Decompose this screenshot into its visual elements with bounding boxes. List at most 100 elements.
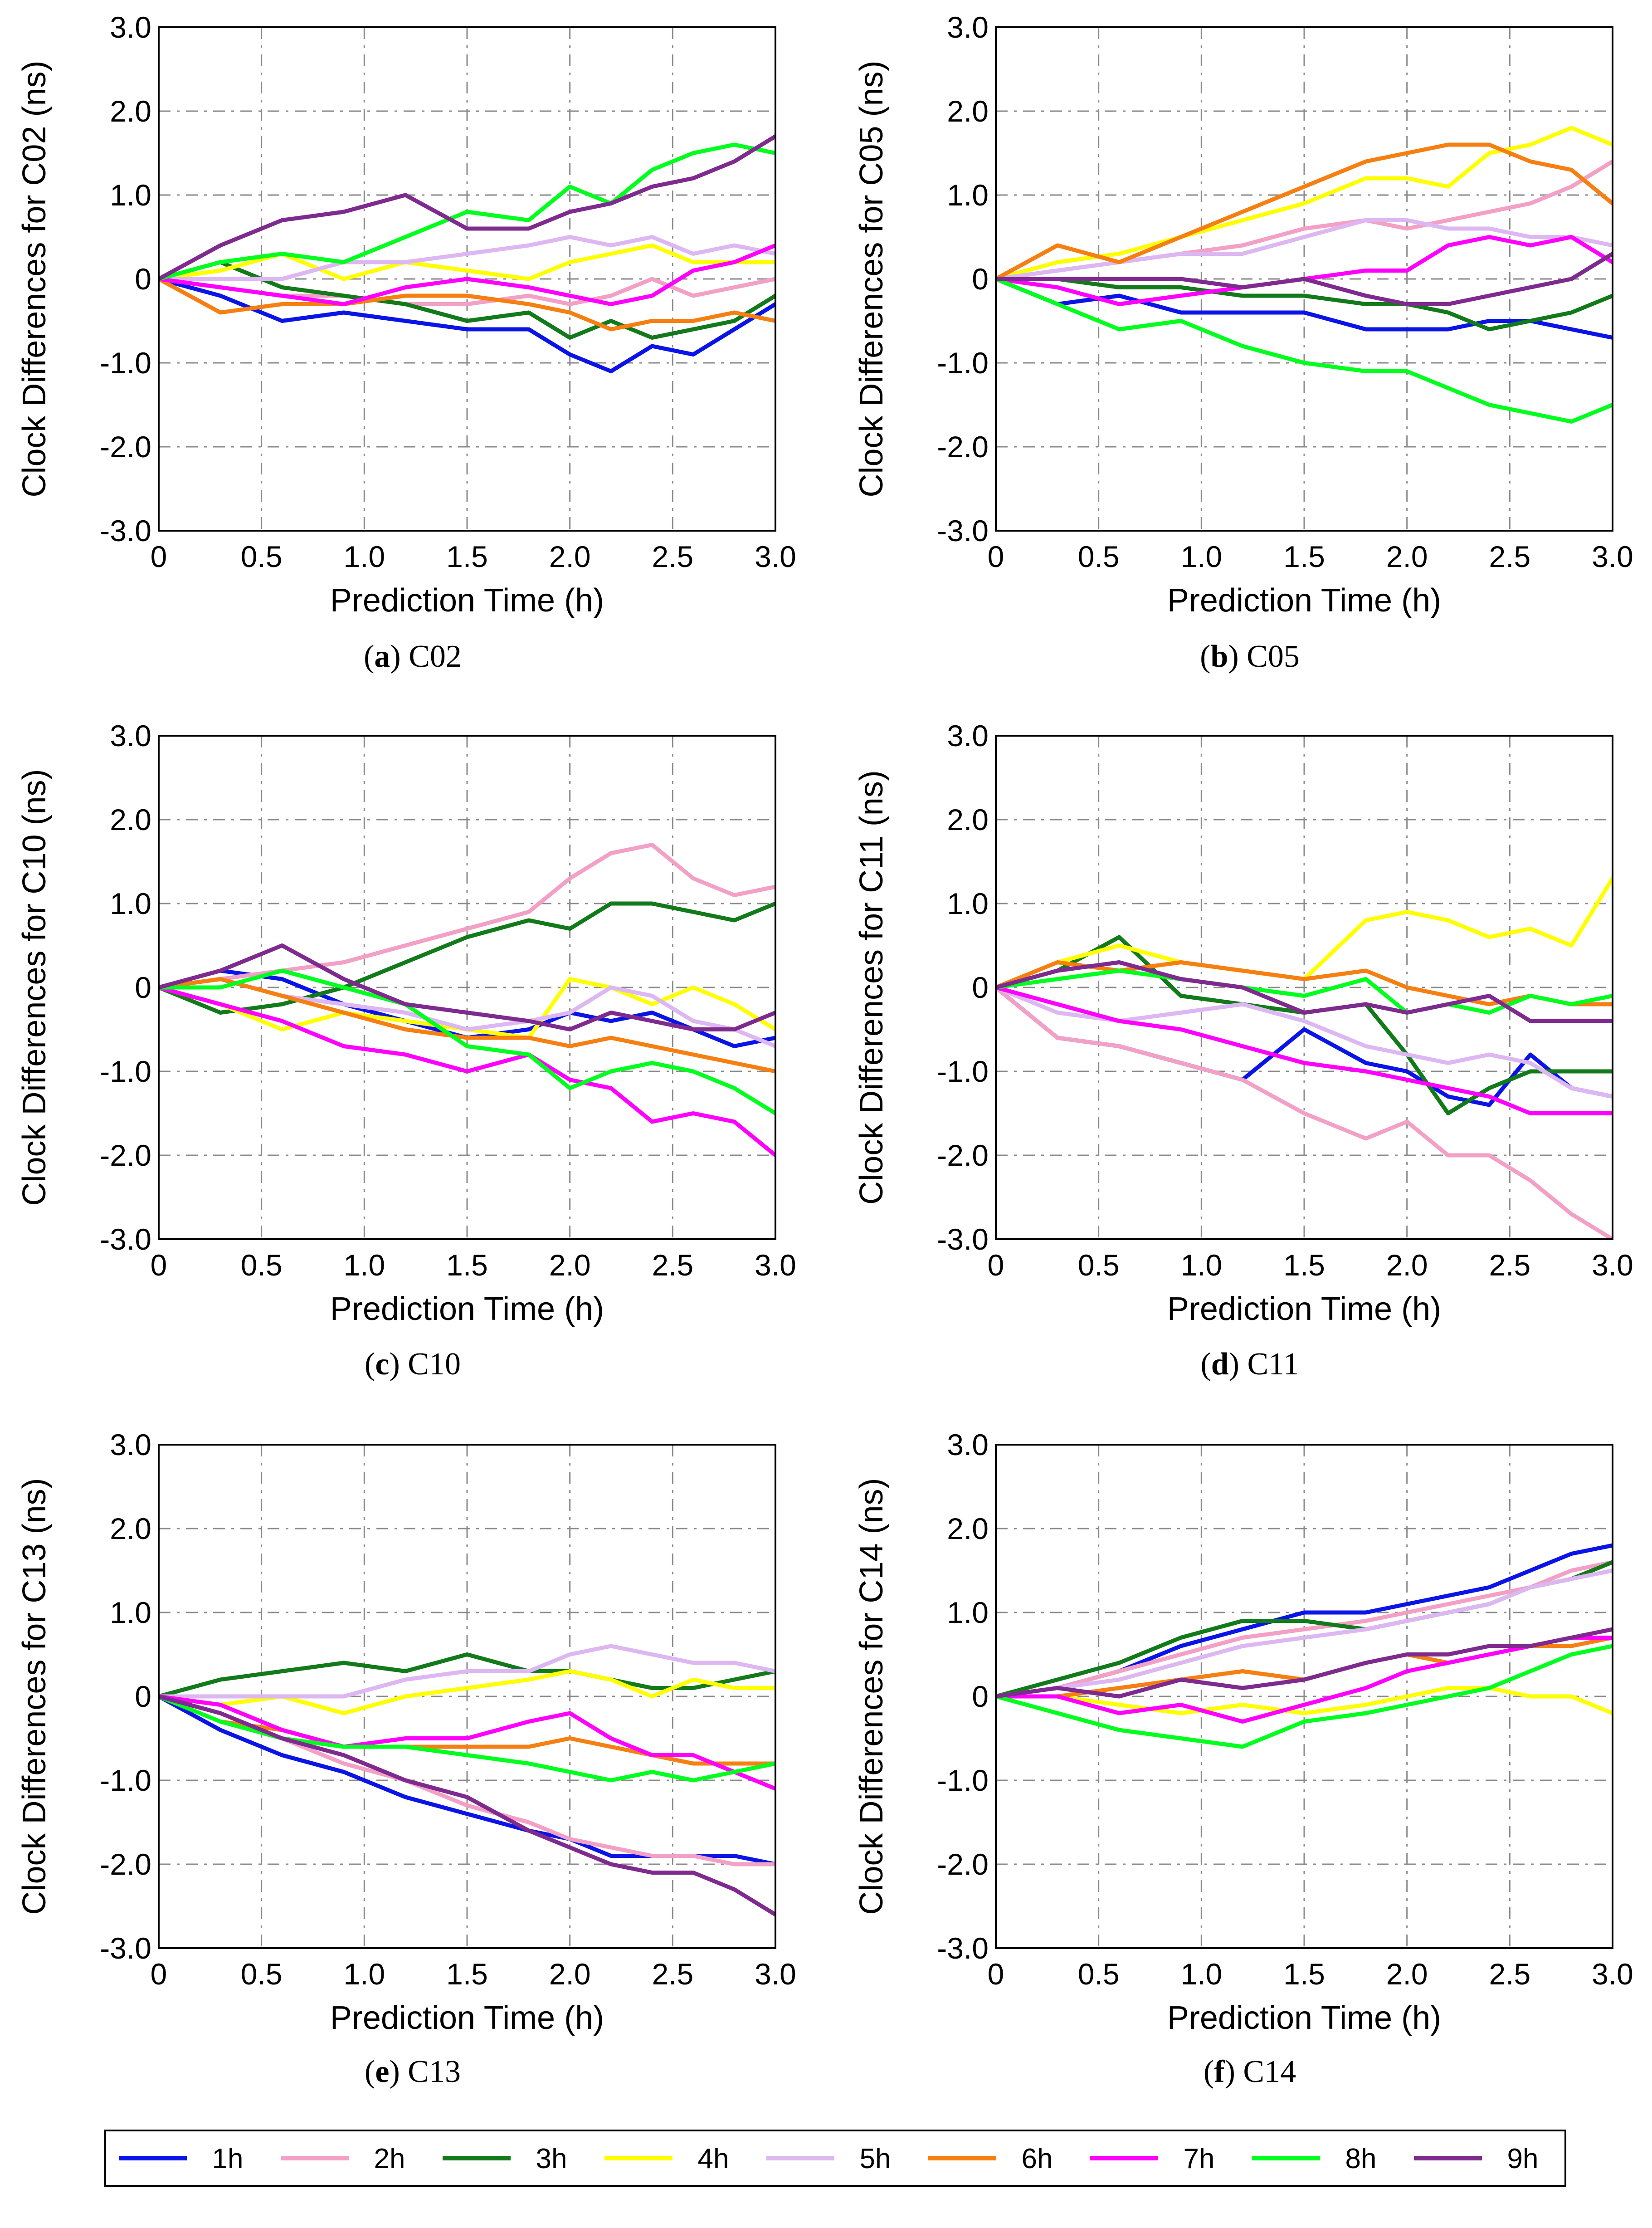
- x-tick-label: 3.0: [1592, 1248, 1633, 1282]
- series-line-7h: [159, 243, 775, 306]
- x-tick-label: 2.0: [1386, 1957, 1428, 1991]
- y-tick-label: -2.0: [937, 1847, 989, 1881]
- x-tick-label: 0: [988, 1248, 1004, 1282]
- series-line-3h: [159, 260, 775, 340]
- panel-caption: (a) C02: [364, 639, 462, 674]
- y-tick-label: 1.0: [947, 887, 989, 920]
- y-tick-label: -1.0: [937, 346, 989, 380]
- y-tick-label: 1.0: [110, 178, 151, 212]
- x-axis-label: Prediction Time (h): [330, 2000, 604, 2036]
- x-tick-label: 0: [988, 540, 1004, 573]
- y-tick-label: -3.0: [937, 1222, 989, 1256]
- y-tick-label: -1.0: [100, 1055, 151, 1088]
- y-axis-label: Clock Differences for C02 (ns): [16, 61, 53, 498]
- series-line-5h: [159, 1644, 775, 1699]
- legend: 1h 2h 3h 4h 5h 6h 7h 8h 9h: [104, 2130, 1566, 2187]
- y-tick-label: 0: [135, 1680, 151, 1713]
- y-tick-label: -1.0: [100, 1764, 151, 1797]
- panel-caption: (c) C10: [365, 1347, 461, 1382]
- series-line-3h: [159, 901, 775, 1015]
- x-tick-label: 0.5: [1078, 1957, 1120, 1991]
- x-tick-label: 0: [151, 1957, 167, 1991]
- x-axis-label: Prediction Time (h): [1167, 1291, 1441, 1327]
- x-tick-label: 0: [151, 540, 167, 573]
- y-tick-label: -2.0: [937, 430, 989, 464]
- y-tick-label: 2.0: [110, 1512, 151, 1545]
- y-tick-label: -1.0: [100, 346, 151, 380]
- y-tick-label: 3.0: [947, 10, 989, 44]
- series-line-4h: [996, 876, 1613, 990]
- x-tick-label: 1.5: [446, 540, 488, 573]
- x-tick-label: 0.5: [241, 1248, 283, 1282]
- x-axis-label: Prediction Time (h): [1167, 2000, 1441, 2036]
- x-tick-label: 0.5: [241, 540, 283, 573]
- x-tick-label: 1.0: [1180, 540, 1222, 573]
- x-tick-label: 2.0: [549, 540, 591, 573]
- y-tick-label: -2.0: [100, 430, 151, 464]
- x-tick-label: 2.5: [1489, 540, 1530, 573]
- panel-caption: (e) C13: [365, 2054, 461, 2089]
- x-tick-label: 2.5: [652, 540, 693, 573]
- y-tick-label: 3.0: [110, 1428, 151, 1461]
- chart-panel-a: 0 0.5 1.0 1.5 2.0 2.5 3.0 3.0 2.0 1.0 0 -1.0 -2.0 -3.…: [16, 10, 796, 674]
- x-tick-label: 1.0: [343, 540, 385, 573]
- x-tick-label: 2.0: [549, 1248, 591, 1282]
- y-tick-label: -2.0: [100, 1138, 151, 1172]
- series-line-9h: [159, 134, 775, 281]
- series-line-9h: [996, 960, 1613, 1023]
- series-line-9h: [996, 1627, 1613, 1699]
- y-tick-label: 3.0: [110, 719, 151, 752]
- panel-caption: (d) C11: [1200, 1347, 1299, 1382]
- legend-label-9h: 9h: [1507, 2143, 1539, 2174]
- series-line-5h: [996, 1568, 1613, 1699]
- series-line-8h: [159, 142, 775, 281]
- series-line-7h: [996, 235, 1613, 306]
- chart-panel-b: 0 0.5 1.0 1.5 2.0 2.5 3.0 3.0 2.0 1.0 0 -1.0 -2.0 -3.…: [853, 10, 1633, 674]
- series-line-9h: [996, 252, 1613, 306]
- y-tick-label: 0: [972, 1680, 989, 1713]
- chart-panel-f: 0 0.5 1.0 1.5 2.0 2.5 3.0 3.0 2.0 1.0 0 -1.0 -2.0 -3.…: [853, 1428, 1633, 2089]
- y-axis-label: Clock Differences for C14 (ns): [853, 1478, 890, 1915]
- x-tick-label: 3.0: [755, 1957, 796, 1991]
- x-tick-label: 2.5: [652, 1248, 693, 1282]
- plot-frame: [995, 1444, 1613, 1949]
- x-tick-label: 1.5: [1283, 1957, 1325, 1991]
- series-line-7h: [159, 1694, 775, 1791]
- y-tick-label: 1.0: [947, 178, 989, 212]
- y-tick-label: -3.0: [100, 514, 151, 547]
- x-tick-label: 3.0: [1592, 540, 1633, 573]
- y-tick-label: -2.0: [937, 1138, 989, 1172]
- legend-label-7h: 7h: [1184, 2143, 1215, 2174]
- x-tick-label: 2.0: [1386, 540, 1428, 573]
- chart-panel-d: 0 0.5 1.0 1.5 2.0 2.5 3.0 3.0 2.0 1.0 0 -1.0 -2.0 -3.…: [853, 719, 1633, 1382]
- y-tick-label: -3.0: [937, 1931, 989, 1965]
- y-tick-label: 0: [135, 262, 151, 296]
- legend-label-4h: 4h: [698, 2143, 729, 2174]
- y-axis-label: Clock Differences for C11 (ns): [853, 770, 890, 1205]
- x-tick-label: 0: [151, 1248, 167, 1282]
- y-tick-label: -3.0: [100, 1222, 151, 1256]
- series-line-8h: [996, 1644, 1613, 1749]
- x-tick-label: 2.0: [1386, 1248, 1428, 1282]
- x-tick-label: 1.0: [1180, 1248, 1222, 1282]
- x-tick-label: 0.5: [1078, 1248, 1120, 1282]
- legend-label-5h: 5h: [860, 2143, 891, 2174]
- series-line-2h: [159, 843, 775, 990]
- y-tick-label: 1.0: [110, 887, 151, 920]
- x-tick-label: 2.5: [1489, 1248, 1530, 1282]
- y-axis-label: Clock Differences for C13 (ns): [16, 1478, 53, 1915]
- x-tick-label: 1.0: [343, 1957, 385, 1991]
- plot-frame: [158, 735, 776, 1240]
- plot-frame: [158, 1444, 776, 1949]
- x-tick-label: 1.5: [446, 1248, 488, 1282]
- x-tick-label: 1.5: [1283, 1248, 1325, 1282]
- y-tick-label: -3.0: [100, 1931, 151, 1965]
- legend-label-8h: 8h: [1345, 2143, 1377, 2174]
- series-line-5h: [159, 235, 775, 281]
- series-line-4h: [996, 126, 1613, 281]
- y-tick-label: 2.0: [110, 94, 151, 128]
- series-line-9h: [159, 943, 775, 1031]
- y-tick-label: 0: [972, 971, 989, 1004]
- chart-panel-e: 0 0.5 1.0 1.5 2.0 2.5 3.0 3.0 2.0 1.0 0 -1.0 -2.0 -3.…: [16, 1428, 796, 2089]
- x-tick-label: 0.5: [241, 1957, 283, 1991]
